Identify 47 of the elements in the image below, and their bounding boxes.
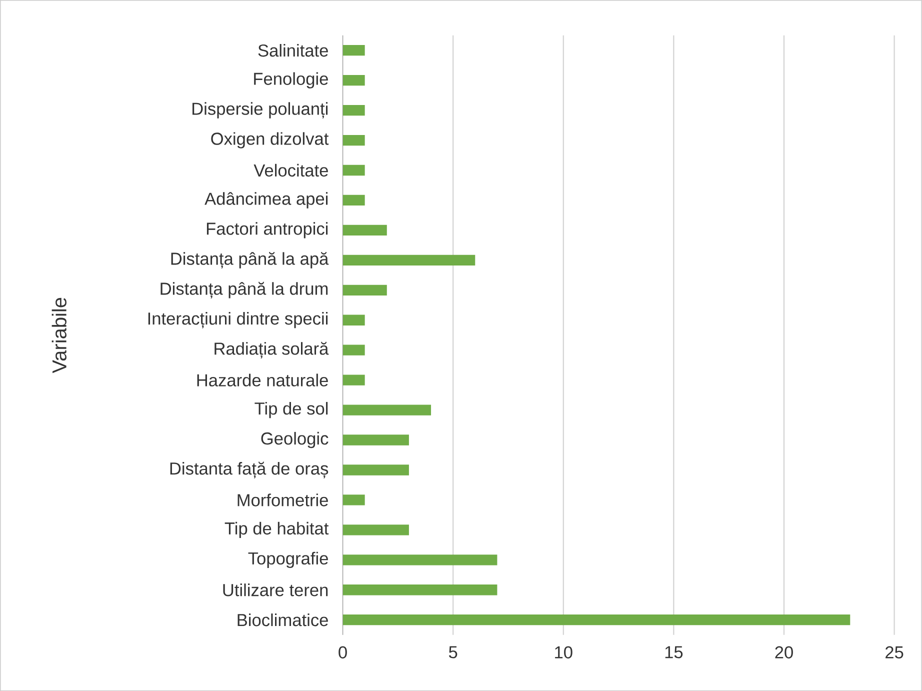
y-tick-label: Distanta față de oraș xyxy=(170,462,328,478)
bar xyxy=(342,614,850,626)
bar xyxy=(342,464,409,476)
y-tick-label: Dispersie poluanți xyxy=(192,102,328,118)
x-tick-label: 10 xyxy=(555,646,572,658)
bar xyxy=(342,524,409,536)
bar xyxy=(342,404,432,416)
bar xyxy=(342,74,365,86)
y-tick-label: Fenologie xyxy=(254,72,328,88)
x-tick-label: 15 xyxy=(665,646,683,658)
bar xyxy=(342,284,387,296)
y-tick-label: Geologic xyxy=(261,432,328,448)
y-tick-label: Topografie xyxy=(248,552,328,568)
bar xyxy=(342,224,387,236)
bar xyxy=(342,494,365,506)
y-tick-label: Distanța până la drum xyxy=(160,282,328,298)
bar xyxy=(342,134,365,146)
x-tick-label: 25 xyxy=(886,646,904,658)
bar xyxy=(342,44,365,56)
y-tick-label: Velocitate xyxy=(254,164,328,177)
y-tick-label: Interacțiuni dintre specii xyxy=(148,312,328,328)
x-tick-label: 20 xyxy=(775,646,793,658)
y-tick-label: Utilizare teren xyxy=(223,583,328,596)
bar xyxy=(342,434,409,446)
y-axis-title: Variabile xyxy=(52,298,66,374)
bar xyxy=(342,554,498,566)
y-tick-label: Tip de habitat xyxy=(224,522,329,538)
x-tick-label: 5 xyxy=(448,646,458,658)
bar xyxy=(342,194,365,206)
x-tick-label: 0 xyxy=(338,646,347,658)
bar xyxy=(342,164,365,176)
bar xyxy=(342,344,365,356)
y-tick-label: Radiația solară xyxy=(214,342,329,358)
y-tick-label: Distanța până la apă xyxy=(171,252,329,268)
y-tick-label: Morfometrie xyxy=(238,494,328,506)
bar xyxy=(342,314,365,326)
y-tick-label: Adâncimea apei xyxy=(204,192,328,208)
bar xyxy=(342,584,498,596)
y-tick-label: Tip de sol xyxy=(254,402,328,418)
y-tick-label: Oxigen dizolvat xyxy=(211,132,329,148)
y-tick-label: Hazarde naturale xyxy=(197,374,328,386)
bar xyxy=(342,254,476,266)
y-tick-label: Salinitate xyxy=(258,44,328,57)
y-tick-label: Factori antropici xyxy=(206,222,328,238)
bar xyxy=(342,374,365,386)
y-tick-label: Bioclimatice xyxy=(238,613,328,626)
bar xyxy=(342,104,365,116)
